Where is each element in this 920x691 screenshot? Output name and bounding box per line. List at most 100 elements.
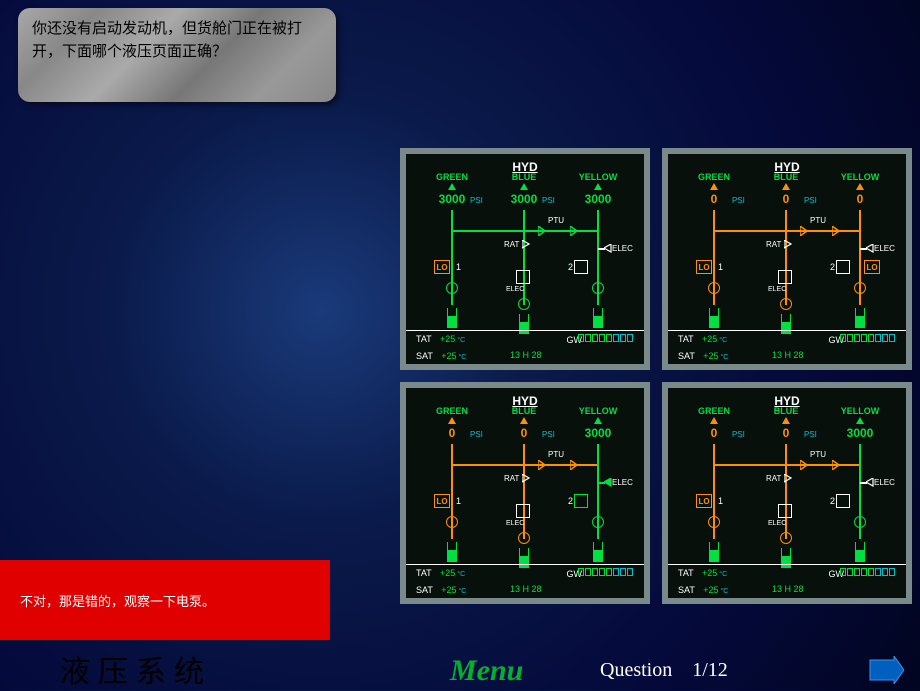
green-label: GREEN [422,172,482,182]
yellow-system: YELLOW 0 [830,172,890,206]
sat-value: +25 [441,351,456,361]
reservoir-yellow [855,542,865,562]
pump-green [708,516,720,528]
gw-value [578,334,634,344]
bottom-data: TAT +25°C SAT +25°C 13 H 28 GW [406,564,644,598]
elec-label-yellow: ELEC [874,478,895,487]
time-value: 13 H 28 [510,584,542,594]
elec-label-blue: ELEC [506,520,524,527]
green-label: GREEN [684,406,744,416]
pump-num-1: 1 [718,496,723,506]
feedback-box: 不对，那是错的，观察一下电泵。 [0,560,330,640]
ptu-label: PTU [548,216,564,225]
yellow-label: YELLOW [830,406,890,416]
question-text: 你还没有启动发动机，但货舱门正在被打开，下面哪个液压页面正确？ [32,18,322,63]
elec-box-blue [516,504,530,518]
elec-box-yellow [836,494,850,508]
elec-label-blue: ELEC [506,286,524,293]
green-label: GREEN [684,172,744,182]
yellow-value: 0 [830,192,890,206]
sat-value: +25 [703,585,718,595]
rat-label: RAT [504,240,519,249]
pump-num-2: 2 [568,496,573,506]
yellow-value: 3000 [830,426,890,440]
yellow-value: 3000 [568,426,628,440]
elec-box-yellow [574,260,588,274]
elec-label-yellow: ELEC [874,244,895,253]
psi-label: PSI [804,196,817,205]
pump-blue [518,532,530,544]
hyd-option-0[interactable]: HYD GREEN 3000 BLUE 3000 YELLOW 3000 PSI… [400,148,650,370]
rat-label: RAT [766,240,781,249]
pump-green [446,516,458,528]
hyd-option-2[interactable]: HYD GREEN 0 BLUE 0 YELLOW 3000 PSI PSI P… [400,382,650,604]
sat-label: SAT [678,585,695,595]
pump-yellow [592,282,604,294]
tat-value: +25 [702,568,717,578]
pump-num-1: 1 [718,262,723,272]
hyd-option-1[interactable]: HYD GREEN 0 BLUE 0 YELLOW 0 PSI PSI PTU … [662,148,912,370]
section-title: 液压系统 [60,647,212,691]
psi-label: PSI [732,196,745,205]
tat-value: +25 [440,568,455,578]
pump-num-1: 1 [456,262,461,272]
tat-label: TAT [678,568,694,578]
reservoir-yellow [593,542,603,562]
pump-num-2: 2 [830,262,835,272]
feedback-text: 不对，那是错的，观察一下电泵。 [20,591,215,610]
elec-box-yellow [574,494,588,508]
yellow-label: YELLOW [568,172,628,182]
pump-blue [780,298,792,310]
tat-label: TAT [678,334,694,344]
hyd-option-3[interactable]: HYD GREEN 0 BLUE 0 YELLOW 3000 PSI PSI P… [662,382,912,604]
psi-label: PSI [804,430,817,439]
rat-label: RAT [504,474,519,483]
reservoir-green [709,308,719,328]
elec-box-yellow [836,260,850,274]
rat-label: RAT [766,474,781,483]
pump-blue [780,532,792,544]
blue-label: BLUE [756,406,816,416]
yellow-system: YELLOW 3000 [568,406,628,440]
bottom-data: TAT +25°C SAT +25°C 13 H 28 GW [668,564,906,598]
reservoir-green [709,542,719,562]
sat-label: SAT [416,351,433,361]
pump-num-1: 1 [456,496,461,506]
ptu-label: PTU [810,450,826,459]
counter-value: 1/12 [692,659,728,681]
tat-value: +25 [440,334,455,344]
ptu-label: PTU [810,216,826,225]
lo-box-green: LO [434,494,450,508]
yellow-system: YELLOW 3000 [830,406,890,440]
pump-yellow [854,516,866,528]
time-value: 13 H 28 [510,350,542,360]
pump-yellow [854,282,866,294]
menu-button[interactable]: Menu [450,654,523,688]
elec-label-blue: ELEC [768,286,786,293]
sat-value: +25 [441,585,456,595]
tat-value: +25 [702,334,717,344]
sat-label: SAT [678,351,695,361]
lo-box-green: LO [696,494,712,508]
yellow-label: YELLOW [830,172,890,182]
next-arrow-button[interactable] [868,656,904,684]
psi-label: PSI [542,430,555,439]
elec-label-yellow: ELEC [612,478,633,487]
gw-value [840,568,896,578]
elec-box-blue [516,270,530,284]
lo-box-yellow: LO [864,260,880,274]
psi-label: PSI [542,196,555,205]
time-value: 13 H 28 [772,350,804,360]
reservoir-yellow [855,308,865,328]
bottom-data: TAT +25°C SAT +25°C 13 H 28 GW [668,330,906,364]
pump-yellow [592,516,604,528]
bottom-bar: 液压系统 Menu Question 1/12 [0,648,920,690]
elec-box-blue [778,270,792,284]
pump-blue [518,298,530,310]
yellow-value: 3000 [568,192,628,206]
pump-green [708,282,720,294]
sat-value: +25 [703,351,718,361]
green-label: GREEN [422,406,482,416]
time-value: 13 H 28 [772,584,804,594]
lo-box-green: LO [696,260,712,274]
